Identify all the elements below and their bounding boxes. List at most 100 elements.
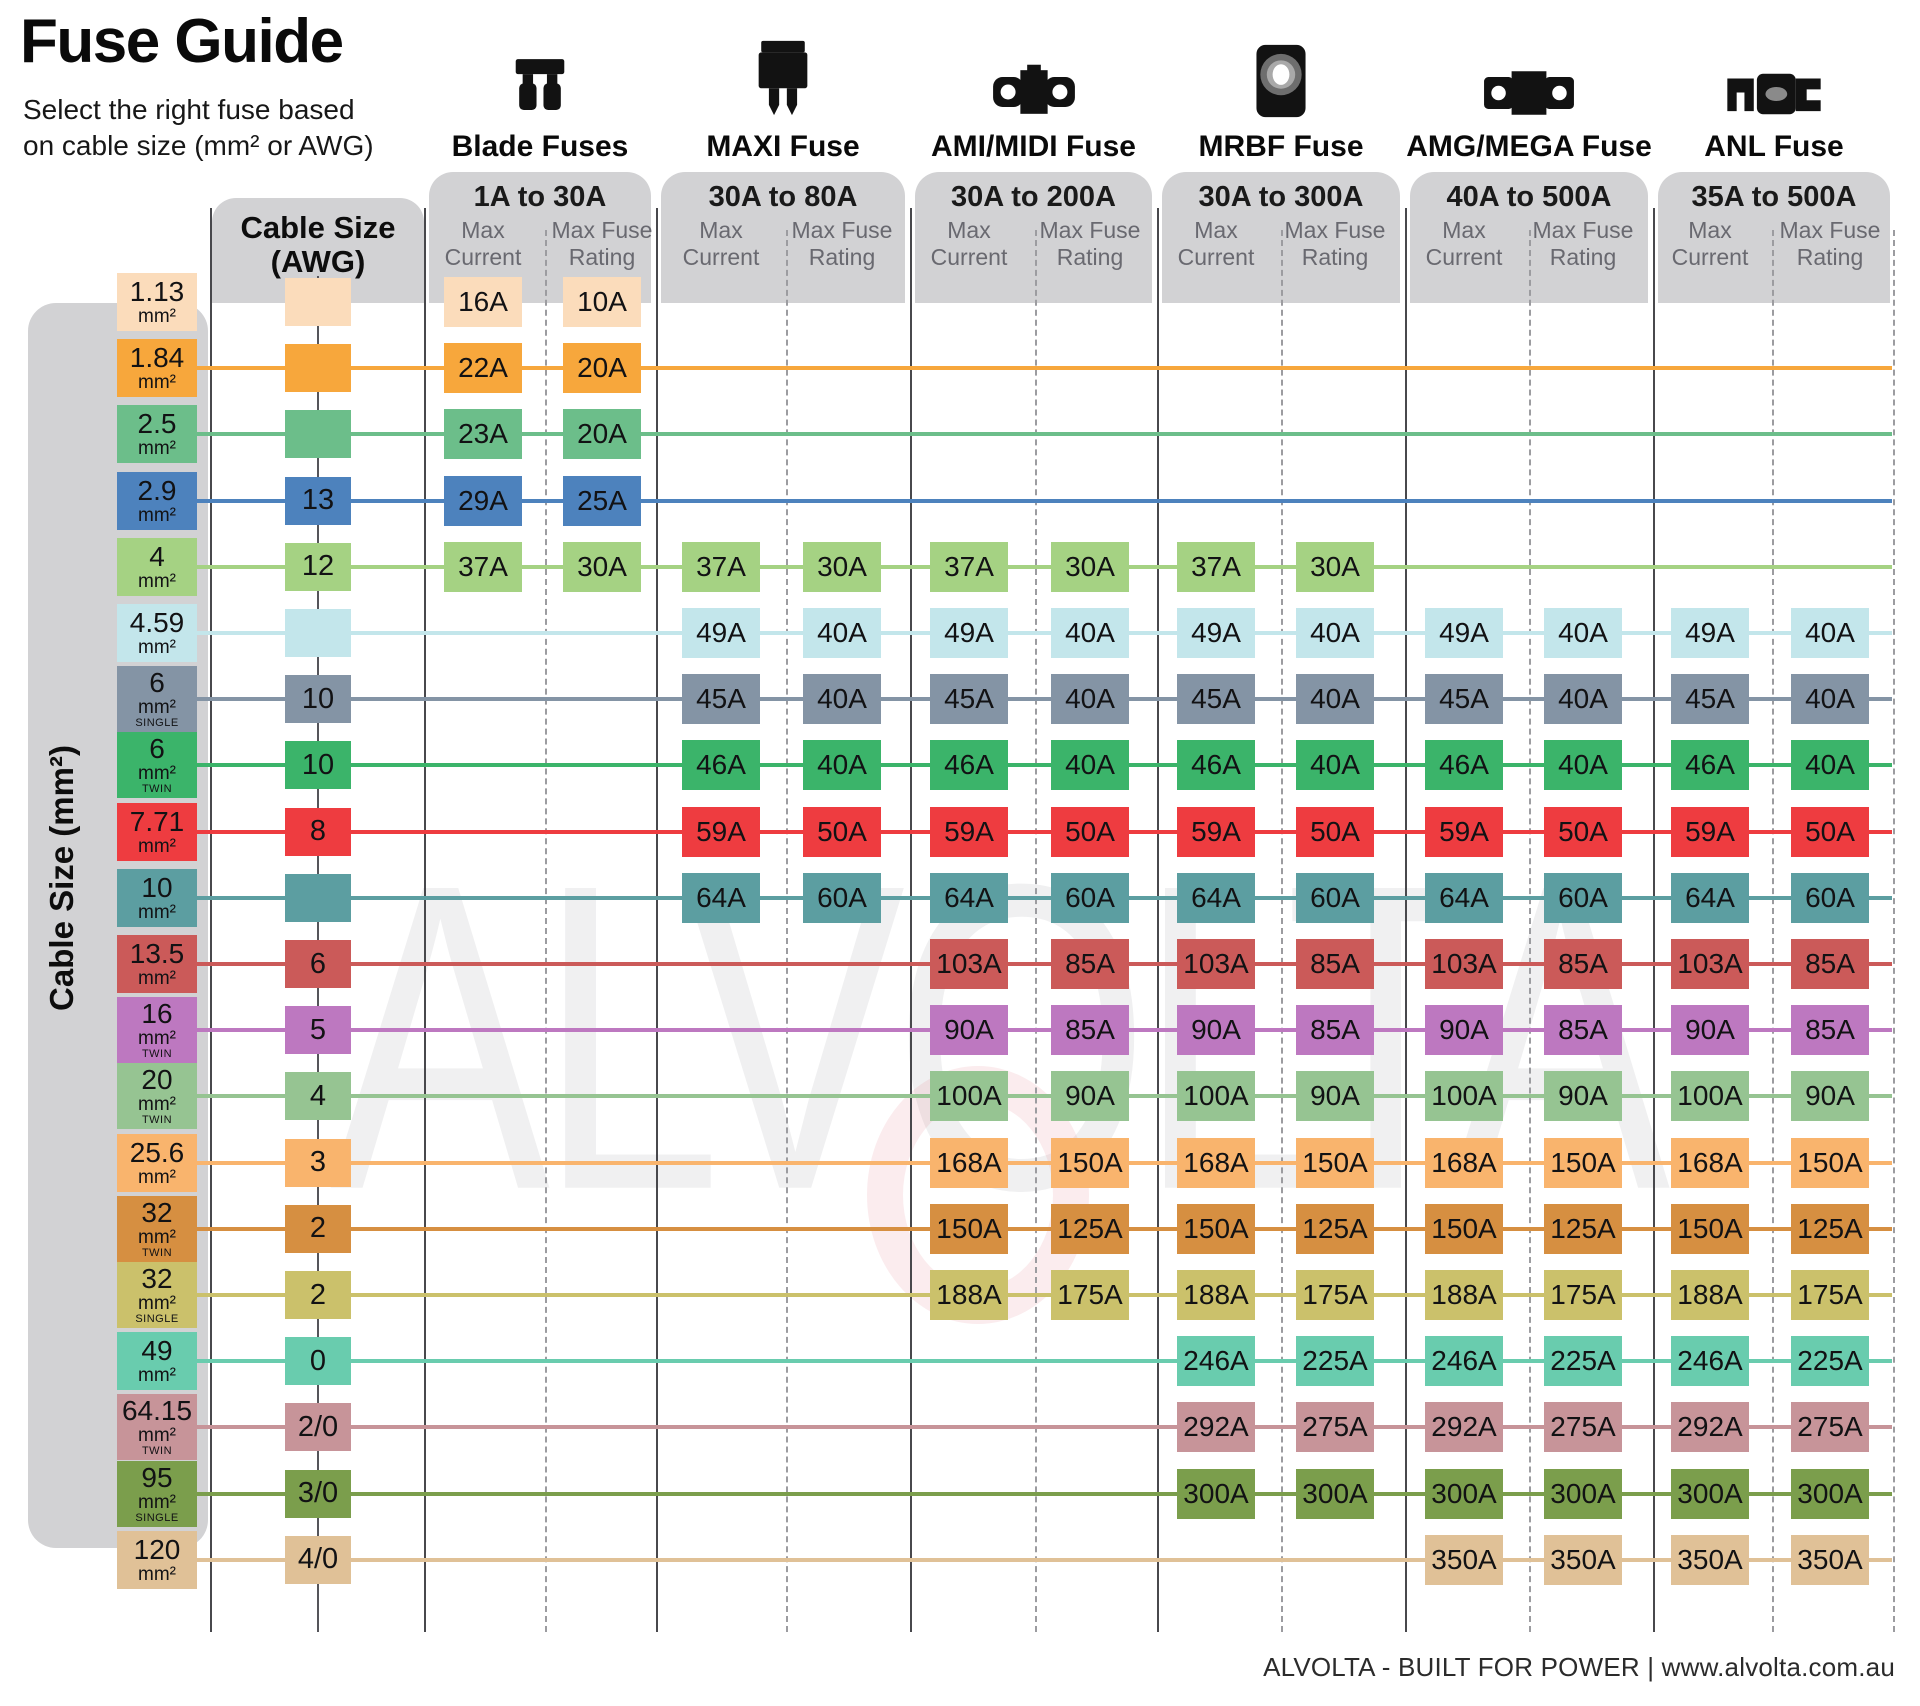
max-fuse-rating-cell: 300A xyxy=(1791,1468,1869,1519)
cable-size-mm2-cell: 64.15 mm² TWIN xyxy=(117,1394,197,1461)
cable-size-unit: mm² xyxy=(138,306,176,327)
max-fuse-rating-cell: 175A xyxy=(1296,1270,1374,1320)
fuse-type-name: ANL Fuse xyxy=(1704,130,1844,163)
row-connector-line xyxy=(197,1425,1892,1430)
awg-value-cell: 2 xyxy=(285,1204,351,1253)
max-fuse-rating-cell: 30A xyxy=(803,541,881,592)
max-current-cell: 64A xyxy=(1671,872,1749,923)
awg-value-cell xyxy=(285,410,351,459)
max-fuse-rating-cell: 40A xyxy=(1791,740,1869,791)
fuse-type-name: AMI/MIDI Fuse xyxy=(930,130,1136,163)
max-current-cell: 90A xyxy=(1671,1005,1749,1056)
max-fuse-rating-cell: 90A xyxy=(1296,1071,1374,1122)
max-current-cell: 188A xyxy=(930,1270,1008,1320)
cable-size-value: 2.5 xyxy=(137,408,177,440)
max-current-cell: 59A xyxy=(1671,806,1749,857)
cable-size-mm2-cell: 4.59 mm² xyxy=(117,604,197,662)
subtitle-line-2: on cable size (mm² or AWG) xyxy=(23,129,374,161)
max-current-cell: 100A xyxy=(930,1071,1008,1122)
anl-fuse-icon xyxy=(1720,66,1828,122)
max-current-cell: 45A xyxy=(1177,674,1255,725)
ami-midi-fuse-icon-wrap xyxy=(910,26,1157,122)
max-fuse-rating-cell: 20A xyxy=(563,409,641,460)
cable-size-mm2-cell: 6 mm² SINGLE xyxy=(117,666,197,733)
max-fuse-rating-cell: 275A xyxy=(1791,1402,1869,1453)
max-current-cell: 168A xyxy=(930,1137,1008,1188)
max-fuse-rating-cell: 150A xyxy=(1544,1137,1622,1188)
fuse-range-label: 1A to 30A xyxy=(473,181,607,213)
max-fuse-rating-cell: 40A xyxy=(1296,608,1374,658)
max-fuse-rating-cell: 60A xyxy=(1544,872,1622,923)
max-current-cell: 300A xyxy=(1177,1468,1255,1519)
column-separator-line xyxy=(1157,208,1159,1632)
awg-value-cell: 4/0 xyxy=(285,1535,351,1584)
cable-size-value: 49 xyxy=(141,1335,173,1367)
cable-size-mm2-cell: 49 mm² xyxy=(117,1332,197,1391)
awg-value-cell: 13 xyxy=(285,476,351,525)
row-connector-line xyxy=(197,1226,1892,1231)
cable-size-mm2-cell: 32 mm² TWIN xyxy=(117,1195,197,1262)
page-subtitle: Select the right fuse based on cable siz… xyxy=(23,92,374,164)
cable-size-unit: mm² xyxy=(138,1491,176,1513)
footer-branding: ALVOLTA - BUILT FOR POWER | www.alvolta.… xyxy=(1263,1652,1895,1682)
max-fuse-rating-cell: 85A xyxy=(1296,939,1374,989)
mrbf-fuse-icon-wrap xyxy=(1157,26,1405,122)
max-fuse-rating-cell: 85A xyxy=(1051,939,1129,989)
max-fuse-rating-cell: 50A xyxy=(1791,806,1869,857)
max-fuse-rating-cell: 125A xyxy=(1544,1203,1622,1254)
max-fuse-rating-cell: 30A xyxy=(1296,541,1374,592)
max-fuse-rating-cell: 10A xyxy=(563,277,641,327)
max-fuse-rating-cell: 50A xyxy=(1051,806,1129,857)
cable-size-unit: mm² xyxy=(138,1563,176,1585)
cable-size-unit: mm² xyxy=(138,438,176,460)
fuse-range-label: 30A to 80A xyxy=(708,181,858,213)
ami-midi-fuse-icon xyxy=(978,62,1090,122)
cable-variant-label: SINGLE xyxy=(135,1511,179,1524)
max-current-cell: 37A xyxy=(930,541,1008,592)
row-connector-line xyxy=(197,962,1892,966)
max-current-cell: 246A xyxy=(1425,1336,1503,1387)
cable-size-unit: mm² xyxy=(138,835,176,857)
cable-size-unit: mm² xyxy=(138,1028,176,1050)
max-current-cell: 49A xyxy=(930,608,1008,658)
max-fuse-rating-cell: 40A xyxy=(803,674,881,725)
cable-size-mm2-cell: 7.71 mm² xyxy=(117,802,197,861)
cable-size-mm2-cell: 13.5 mm² xyxy=(117,935,197,993)
max-fuse-rating-cell: 25A xyxy=(563,475,641,526)
fuse-range-label: 30A to 200A xyxy=(951,181,1116,213)
max-fuse-rating-cell: 50A xyxy=(1296,806,1374,857)
awg-value-cell xyxy=(285,278,351,326)
awg-value-cell: 6 xyxy=(285,940,351,988)
max-fuse-rating-cell: 40A xyxy=(1544,608,1622,658)
max-fuse-rating-cell: 40A xyxy=(1296,740,1374,791)
max-current-cell: 46A xyxy=(1425,740,1503,791)
anl-fuse-icon-wrap xyxy=(1653,26,1895,122)
max-fuse-rating-cell: 85A xyxy=(1051,1005,1129,1056)
max-fuse-rating-cell: 225A xyxy=(1296,1336,1374,1387)
fuse-range-header: 30A to 200A xyxy=(915,172,1152,303)
cable-size-mm2-cell: 120 mm² xyxy=(117,1530,197,1589)
mrbf-fuse-icon xyxy=(1250,40,1312,122)
max-fuse-rating-cell: 85A xyxy=(1544,1005,1622,1056)
max-fuse-rating-cell: 85A xyxy=(1544,939,1622,989)
max-fuse-rating-cell: 175A xyxy=(1791,1270,1869,1320)
max-fuse-rating-cell: 225A xyxy=(1791,1336,1869,1387)
fuse-range-header: 35A to 500A xyxy=(1658,172,1890,303)
row-connector-line xyxy=(197,1094,1892,1099)
max-fuse-rating-cell: 50A xyxy=(1544,806,1622,857)
cable-variant-label: TWIN xyxy=(141,1114,173,1127)
cable-size-mm2-cell: 4 mm² xyxy=(117,537,197,596)
cable-size-mm2-cell: 6 mm² TWIN xyxy=(117,732,197,799)
cable-size-mm2-cell: 32 mm² SINGLE xyxy=(117,1262,197,1328)
subcolumn-dashed-line xyxy=(1893,230,1895,1632)
max-fuse-rating-cell: 40A xyxy=(803,608,881,658)
cable-size-mm2-cell: 2.5 mm² xyxy=(117,405,197,464)
cable-size-mm2-cell: 1.84 mm² xyxy=(117,339,197,398)
column-separator-line xyxy=(910,208,912,1632)
max-current-cell: 100A xyxy=(1425,1071,1503,1122)
max-current-cell: 45A xyxy=(1671,674,1749,725)
max-current-cell: 46A xyxy=(1177,740,1255,791)
max-current-cell: 103A xyxy=(1177,939,1255,989)
max-current-cell: 37A xyxy=(1177,541,1255,592)
subtitle-line-1: Select the right fuse based xyxy=(23,94,355,125)
